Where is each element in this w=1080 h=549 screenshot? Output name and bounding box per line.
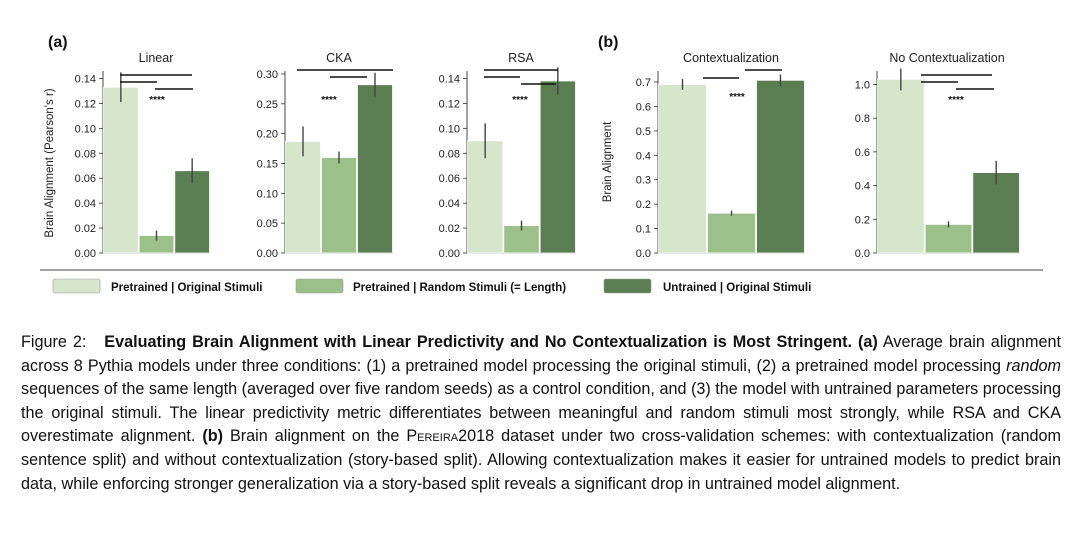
y-tick-label: 0.25 <box>257 99 278 111</box>
y-tick-label: 0.5 <box>636 126 651 138</box>
caption-figure-label: Figure 2: <box>21 333 87 351</box>
caption-a-label: (a) <box>858 333 878 351</box>
y-tick-label: 0.0 <box>855 248 870 260</box>
panel-a-label: (a) <box>48 34 68 51</box>
y-tick-label: 0.14 <box>439 73 460 85</box>
y-tick-label: 0.05 <box>257 218 278 230</box>
bar-pretrained-original <box>877 79 925 254</box>
y-tick-label: 0.00 <box>439 248 460 260</box>
y-tick-label: 0.8 <box>855 113 870 125</box>
chart-title: No Contextualization <box>889 51 1004 65</box>
y-tick-label: 0.4 <box>855 181 870 193</box>
y-axis-label-b: Brain Alignment <box>602 121 614 202</box>
y-tick-label: 0.20 <box>257 129 278 141</box>
caption-a-text-2: sequences of the same length (averaged o… <box>21 380 1061 446</box>
caption-b-label: (b) <box>202 427 223 446</box>
bar-untrained-original <box>539 80 576 254</box>
y-tick-label: 0.08 <box>439 148 460 160</box>
y-tick-label: 0.10 <box>439 123 460 135</box>
caption-dataset-year: 2018 <box>458 427 495 446</box>
legend-swatch-untrained-original <box>603 278 652 294</box>
y-tick-label: 0.00 <box>75 248 96 260</box>
chart-title: RSA <box>508 51 534 65</box>
bar-pretrained-original <box>658 84 707 254</box>
bar-untrained-original <box>174 170 210 254</box>
y-tick-label: 0.7 <box>636 77 651 89</box>
y-tick-label: 0.6 <box>636 101 651 113</box>
significance-marker: **** <box>729 92 745 103</box>
y-tick-label: 0.10 <box>257 188 278 200</box>
legend-swatch-pretrained-random <box>295 278 344 294</box>
y-tick-label: 0.12 <box>439 98 460 110</box>
chart-linear: Linear 0.00 0.02 0.04 0.06 0.08 0.10 0.12 0.14 **… <box>75 51 210 260</box>
bar-untrained-original <box>756 79 805 254</box>
legend: Pretrained | Original Stimuli Pretrained… <box>52 278 811 294</box>
y-tick-label: 0.0 <box>636 248 651 260</box>
caption-title-period: . <box>847 333 853 351</box>
y-tick-label: 0.06 <box>75 173 96 185</box>
bar-untrained-original <box>972 172 1020 254</box>
caption-dataset-name: Pereira <box>406 427 459 446</box>
legend-label-untrained-original: Untrained | Original Stimuli <box>663 282 811 294</box>
y-axis-label-a: Brain Alignment (Pearson's r) <box>44 88 56 237</box>
significance-marker: **** <box>948 95 964 106</box>
caption-a-emphasis: random <box>1006 356 1061 375</box>
y-tick-label: 0.30 <box>257 69 278 81</box>
chart-rsa: RSA 0.00 0.02 0.04 0.06 0.08 0.10 0.12 0.14 **** <box>439 51 576 260</box>
y-tick-label: 0.15 <box>257 158 278 170</box>
bar-pretrained-original <box>103 86 139 254</box>
y-tick-label: 0.02 <box>75 223 96 235</box>
chart-title: Linear <box>139 51 174 65</box>
chart-title: CKA <box>326 51 352 65</box>
legend-swatch-pretrained-original <box>52 278 101 294</box>
figure-caption: Figure 2: Evaluating Brain Alignment wit… <box>21 331 1061 496</box>
caption-a-text-1: Average brain alignment across 8 Pythia … <box>21 333 1061 375</box>
y-tick-label: 0.1 <box>636 224 651 236</box>
legend-label-pretrained-original: Pretrained | Original Stimuli <box>111 282 262 294</box>
y-tick-label: 0.3 <box>636 175 651 187</box>
chart-no-contextualization: No Contextualization 0.0 0.2 0.4 0.6 0.8 1.0 **… <box>855 51 1020 260</box>
bar-untrained-original <box>357 84 393 254</box>
caption-b-text-1: Brain alignment on the <box>229 427 400 446</box>
y-tick-label: 0.04 <box>439 198 460 210</box>
chart-contextualization: Contextualization 0.0 0.1 0.2 0.3 0.4 0.5 0.6 0.… <box>636 51 805 260</box>
figure-2: (a) (b) Brain Alignment (Pearson's r) Br… <box>40 34 1043 294</box>
y-tick-label: 0.10 <box>75 123 96 135</box>
chart-cka: CKA 0.00 0.05 0.10 0.15 0.20 0.25 0.30 **** <box>257 51 393 260</box>
panel-b-label: (b) <box>598 34 618 51</box>
caption-title: Evaluating Brain Alignment with Linear P… <box>104 333 848 351</box>
significance-marker: **** <box>149 95 165 106</box>
y-tick-label: 0.00 <box>257 248 278 260</box>
bar-pretrained-random <box>321 157 357 254</box>
y-tick-label: 0.08 <box>75 148 96 160</box>
y-tick-label: 0.14 <box>75 73 96 85</box>
caption-b-text-2: dataset under two cross-validation schem… <box>21 427 1062 493</box>
y-tick-label: 0.06 <box>439 173 460 185</box>
y-tick-label: 0.4 <box>636 150 651 162</box>
bar-pretrained-original <box>285 141 321 254</box>
y-tick-label: 0.04 <box>75 198 96 210</box>
y-tick-label: 1.0 <box>855 79 870 91</box>
significance-marker: **** <box>512 95 528 106</box>
legend-label-pretrained-random: Pretrained | Random Stimuli (= Length) <box>353 282 566 294</box>
bar-pretrained-original <box>467 140 504 254</box>
y-tick-label: 0.02 <box>439 223 460 235</box>
y-tick-label: 0.12 <box>75 98 96 110</box>
y-tick-label: 0.2 <box>636 199 651 211</box>
significance-marker: **** <box>321 95 337 106</box>
bar-pretrained-random <box>924 223 973 254</box>
chart-title: Contextualization <box>683 51 779 65</box>
y-tick-label: 0.6 <box>855 147 870 159</box>
bar-pretrained-random <box>707 212 756 254</box>
y-tick-label: 0.2 <box>855 214 870 226</box>
